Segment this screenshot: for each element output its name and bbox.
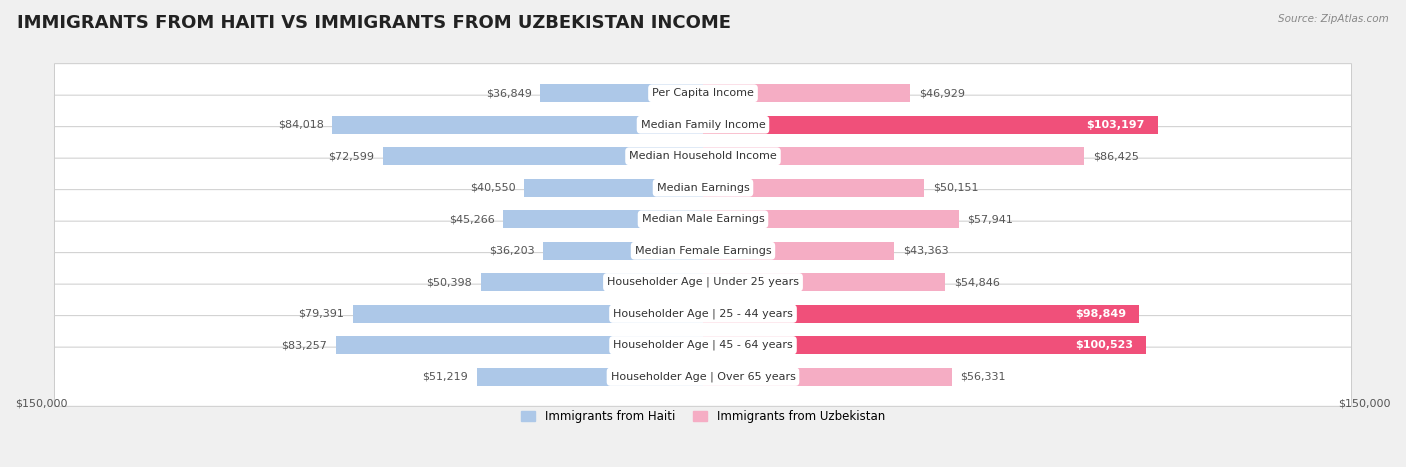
Bar — [336, 336, 703, 354]
FancyBboxPatch shape — [55, 253, 1351, 312]
Text: $36,203: $36,203 — [489, 246, 534, 256]
Text: $43,363: $43,363 — [903, 246, 949, 256]
Bar — [703, 273, 945, 291]
FancyBboxPatch shape — [55, 158, 1351, 217]
FancyBboxPatch shape — [55, 190, 1351, 249]
Text: Median Male Earnings: Median Male Earnings — [641, 214, 765, 224]
Legend: Immigrants from Haiti, Immigrants from Uzbekistan: Immigrants from Haiti, Immigrants from U… — [516, 405, 890, 427]
FancyBboxPatch shape — [55, 316, 1351, 375]
FancyBboxPatch shape — [55, 95, 1351, 155]
Text: Householder Age | 25 - 44 years: Householder Age | 25 - 44 years — [613, 309, 793, 319]
Text: $51,219: $51,219 — [422, 372, 468, 382]
FancyBboxPatch shape — [55, 127, 1351, 186]
FancyBboxPatch shape — [55, 284, 1351, 343]
Text: Householder Age | Over 65 years: Householder Age | Over 65 years — [610, 371, 796, 382]
Bar — [703, 84, 910, 102]
Text: Source: ZipAtlas.com: Source: ZipAtlas.com — [1278, 14, 1389, 24]
Bar — [703, 147, 1084, 165]
FancyBboxPatch shape — [55, 347, 1351, 406]
Bar — [703, 336, 1146, 354]
Text: Median Household Income: Median Household Income — [628, 151, 778, 161]
Text: $54,846: $54,846 — [953, 277, 1000, 287]
Text: $56,331: $56,331 — [960, 372, 1005, 382]
Bar — [524, 178, 703, 197]
Text: $45,266: $45,266 — [449, 214, 495, 224]
Text: Householder Age | Under 25 years: Householder Age | Under 25 years — [607, 277, 799, 288]
Text: $50,398: $50,398 — [426, 277, 472, 287]
Text: $86,425: $86,425 — [1092, 151, 1139, 161]
Text: $103,197: $103,197 — [1087, 120, 1144, 130]
Text: $50,151: $50,151 — [934, 183, 979, 193]
Bar — [540, 84, 703, 102]
Bar — [477, 368, 703, 386]
Bar — [382, 147, 703, 165]
Text: $83,257: $83,257 — [281, 340, 326, 350]
Text: Per Capita Income: Per Capita Income — [652, 88, 754, 98]
Text: $100,523: $100,523 — [1076, 340, 1133, 350]
Text: $40,550: $40,550 — [470, 183, 515, 193]
Bar — [481, 273, 703, 291]
Bar — [543, 241, 703, 260]
Text: Median Family Income: Median Family Income — [641, 120, 765, 130]
FancyBboxPatch shape — [55, 64, 1351, 123]
Text: Median Female Earnings: Median Female Earnings — [634, 246, 772, 256]
Bar — [703, 241, 894, 260]
Text: $57,941: $57,941 — [967, 214, 1014, 224]
Text: $72,599: $72,599 — [328, 151, 374, 161]
Bar — [703, 178, 924, 197]
Bar — [703, 368, 952, 386]
Text: Householder Age | 45 - 64 years: Householder Age | 45 - 64 years — [613, 340, 793, 350]
Bar — [703, 210, 959, 228]
Text: IMMIGRANTS FROM HAITI VS IMMIGRANTS FROM UZBEKISTAN INCOME: IMMIGRANTS FROM HAITI VS IMMIGRANTS FROM… — [17, 14, 731, 32]
Text: $98,849: $98,849 — [1074, 309, 1126, 319]
Text: $46,929: $46,929 — [920, 88, 965, 98]
Text: $84,018: $84,018 — [277, 120, 323, 130]
Bar — [332, 116, 703, 134]
Text: Median Earnings: Median Earnings — [657, 183, 749, 193]
FancyBboxPatch shape — [55, 221, 1351, 280]
Text: $79,391: $79,391 — [298, 309, 344, 319]
Bar — [503, 210, 703, 228]
Bar — [703, 116, 1159, 134]
Bar — [353, 304, 703, 323]
Text: $36,849: $36,849 — [485, 88, 531, 98]
Bar — [703, 304, 1139, 323]
